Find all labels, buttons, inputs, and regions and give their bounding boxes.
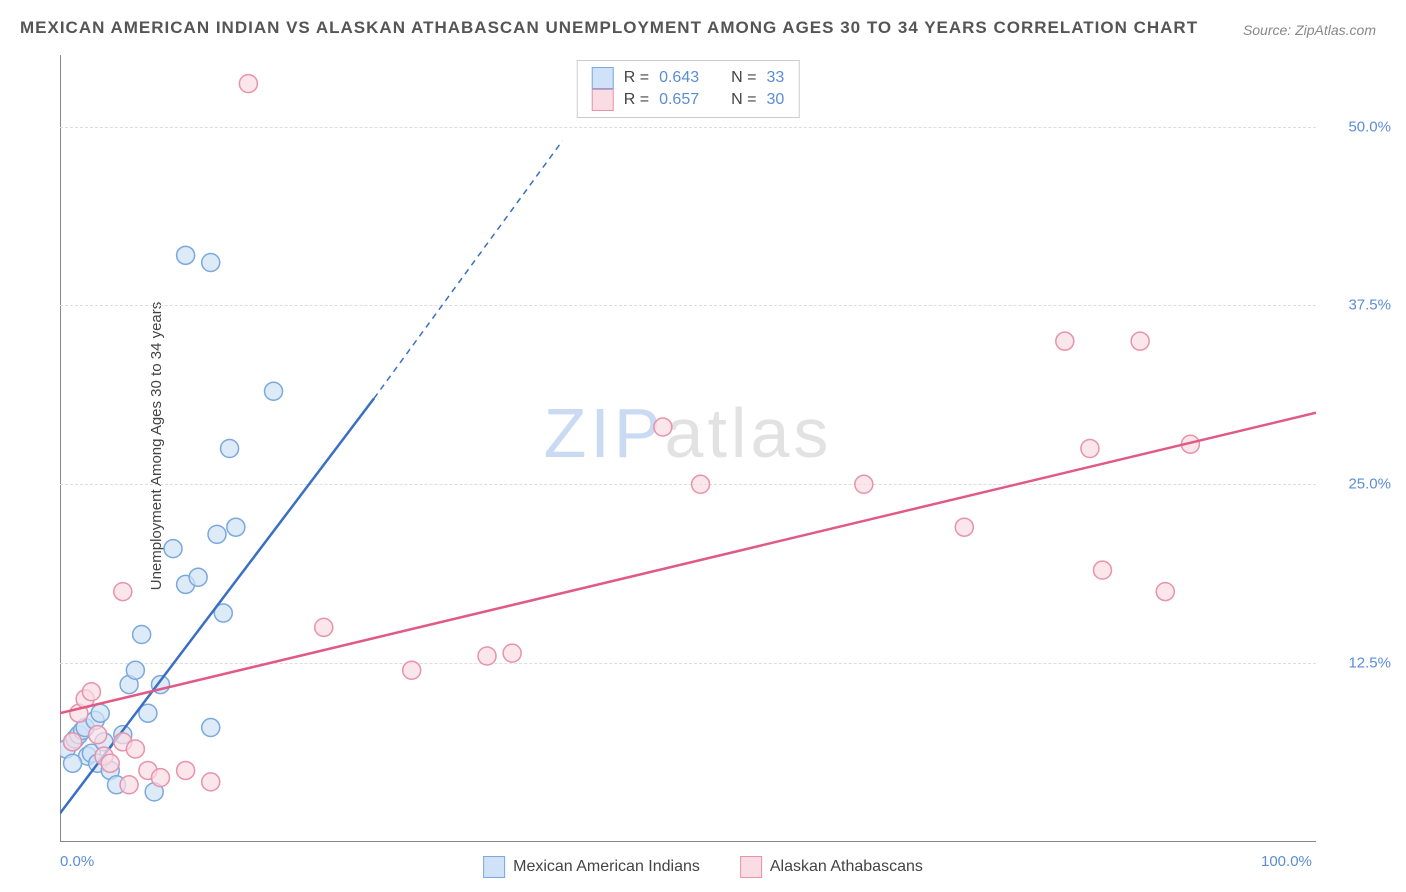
legend-item-series2: Alaskan Athabascans <box>740 856 923 878</box>
data-point <box>221 440 239 458</box>
data-point <box>315 618 333 636</box>
data-point <box>654 418 672 436</box>
r-value-2: 0.657 <box>659 91 699 109</box>
data-point <box>1156 583 1174 601</box>
source-attribution: Source: ZipAtlas.com <box>1243 22 1376 38</box>
y-tick-label: 25.0% <box>1348 476 1391 493</box>
n-value-1: 33 <box>766 69 784 87</box>
data-point <box>239 75 257 93</box>
data-point <box>91 704 109 722</box>
data-point <box>1131 332 1149 350</box>
n-value-2: 30 <box>766 91 784 109</box>
legend-item-series1: Mexican American Indians <box>483 856 700 878</box>
legend-swatch-1 <box>592 67 614 89</box>
x-tick-label: 100.0% <box>1261 853 1312 870</box>
data-point <box>478 647 496 665</box>
data-point <box>64 733 82 751</box>
data-point <box>126 740 144 758</box>
data-point <box>82 683 100 701</box>
data-point <box>120 776 138 794</box>
data-point <box>692 475 710 493</box>
data-point <box>227 518 245 536</box>
correlation-legend: R = 0.643 N = 33 R = 0.657 N = 30 <box>577 60 800 118</box>
n-label-2: N = <box>731 91 756 109</box>
data-point <box>89 726 107 744</box>
data-point <box>151 769 169 787</box>
data-point <box>202 253 220 271</box>
data-point <box>133 626 151 644</box>
x-tick-label: 0.0% <box>60 853 94 870</box>
y-tick-label: 37.5% <box>1348 297 1391 314</box>
n-label-1: N = <box>731 69 756 87</box>
data-point <box>1093 561 1111 579</box>
data-point <box>403 661 421 679</box>
y-tick-label: 50.0% <box>1348 118 1391 135</box>
chart-plot-area: ZIPatlas R = 0.643 N = 33 R = 0.657 N = … <box>60 55 1316 842</box>
scatter-plot-svg <box>60 55 1316 842</box>
data-point <box>177 246 195 264</box>
r-label-1: R = <box>624 69 649 87</box>
data-point <box>177 761 195 779</box>
data-point <box>164 540 182 558</box>
r-label-2: R = <box>624 91 649 109</box>
data-point <box>503 644 521 662</box>
data-point <box>64 754 82 772</box>
legend-row-series1: R = 0.643 N = 33 <box>592 67 785 89</box>
legend-label-1: Mexican American Indians <box>513 858 700 876</box>
legend-swatch-2 <box>592 89 614 111</box>
series-legend: Mexican American Indians Alaskan Athabas… <box>483 856 923 878</box>
legend-bottom-swatch-1 <box>483 856 505 878</box>
data-point <box>265 382 283 400</box>
legend-row-series2: R = 0.657 N = 30 <box>592 89 785 111</box>
legend-bottom-swatch-2 <box>740 856 762 878</box>
data-point <box>955 518 973 536</box>
chart-title: MEXICAN AMERICAN INDIAN VS ALASKAN ATHAB… <box>20 18 1198 38</box>
data-point <box>1081 440 1099 458</box>
r-value-1: 0.643 <box>659 69 699 87</box>
data-point <box>202 773 220 791</box>
data-point <box>855 475 873 493</box>
data-point <box>208 525 226 543</box>
data-point <box>126 661 144 679</box>
trend-line-dashed <box>374 141 562 399</box>
data-point <box>114 583 132 601</box>
data-point <box>101 754 119 772</box>
data-point <box>202 719 220 737</box>
data-point <box>1056 332 1074 350</box>
legend-label-2: Alaskan Athabascans <box>770 858 923 876</box>
y-tick-label: 12.5% <box>1348 655 1391 672</box>
data-point <box>189 568 207 586</box>
